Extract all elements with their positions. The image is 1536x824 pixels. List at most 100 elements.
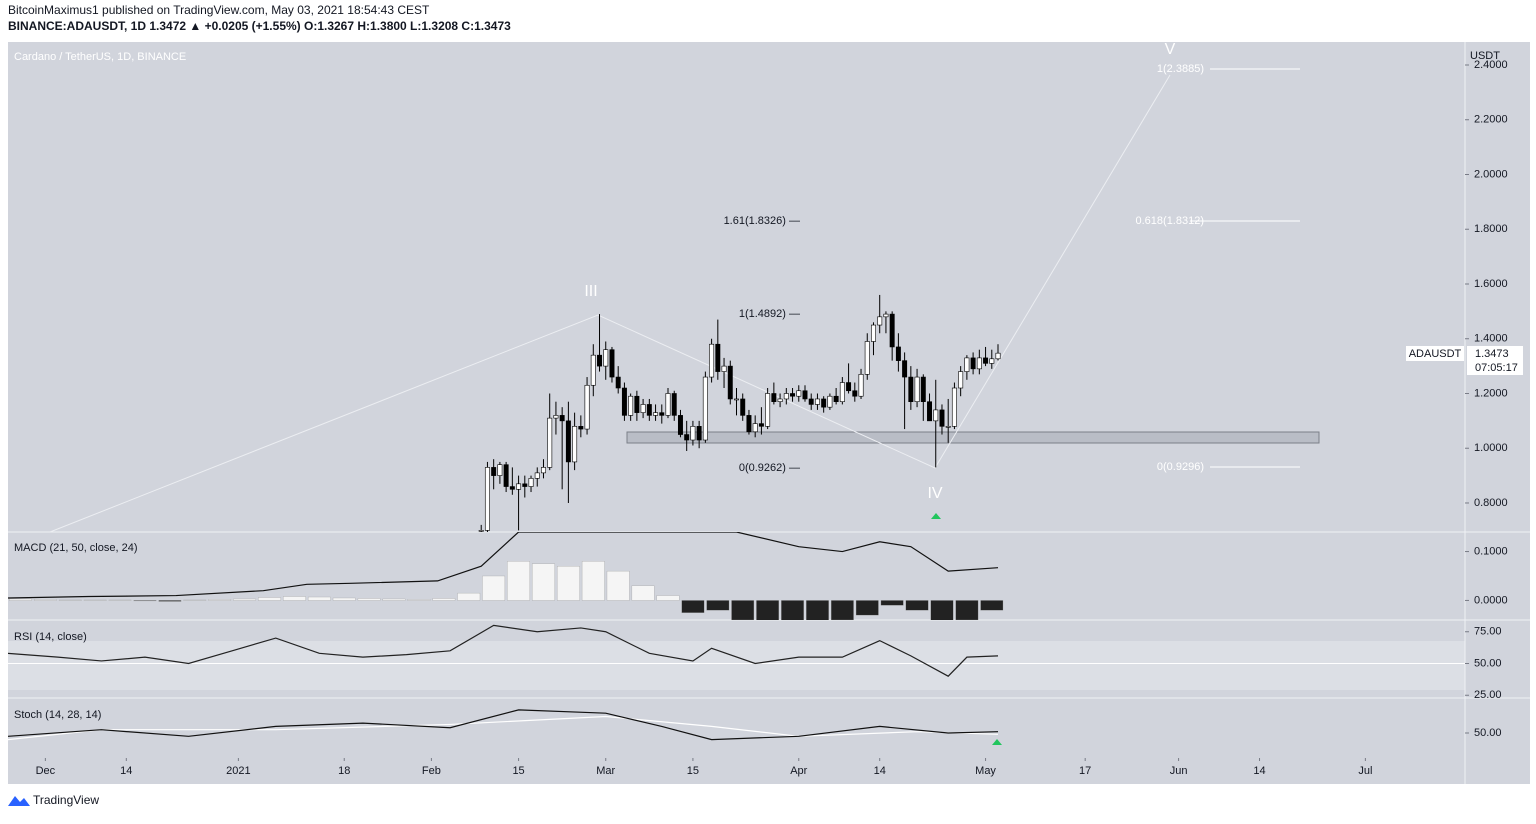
macd-bar <box>781 600 803 622</box>
candle-body <box>902 361 906 377</box>
candle-body <box>790 393 794 396</box>
macd-bar <box>9 599 31 600</box>
macd-bar <box>607 571 629 600</box>
candle-body <box>672 393 676 415</box>
candle-body <box>871 325 875 341</box>
candle-body <box>809 399 813 404</box>
y-tick-label: 50.00 <box>1474 657 1502 669</box>
symbol-line: BINANCE:ADAUSDT, 1D 1.3472 ▲ +0.0205 (+1… <box>8 19 511 33</box>
pane-title: Stoch (14, 28, 14) <box>14 709 101 721</box>
candle-body <box>591 355 595 385</box>
macd-bar <box>333 598 355 600</box>
chart-legend: Cardano / TetherUS, 1D, BINANCE <box>14 51 186 63</box>
candle-body <box>510 487 514 490</box>
symbol-tag-text: ADAUSDT <box>1409 348 1462 360</box>
x-tick-label: May <box>975 765 996 777</box>
candle-body <box>485 467 489 530</box>
candle-body <box>660 413 664 416</box>
y-tick-label: 2.0000 <box>1474 168 1508 180</box>
candle-body <box>479 530 483 531</box>
candle-body <box>815 399 819 404</box>
fib-label: 1.61(1.8326) — <box>724 215 800 227</box>
candle-body <box>722 366 726 371</box>
candle-body <box>572 426 576 462</box>
macd-bar <box>358 598 380 600</box>
candle-body <box>504 465 508 487</box>
candle-body <box>958 372 962 388</box>
macd-bar <box>906 600 928 610</box>
macd-bar <box>208 599 230 600</box>
x-tick-label: Feb <box>422 765 441 777</box>
macd-bar <box>856 600 878 615</box>
y-tick-label: 1.8000 <box>1474 223 1508 235</box>
pane-title: RSI (14, close) <box>14 631 87 643</box>
candle-body <box>491 467 495 475</box>
candle-body <box>821 399 825 407</box>
candle-body <box>622 388 626 415</box>
x-tick-label: Jun <box>1170 765 1188 777</box>
y-tick-label: 25.00 <box>1474 689 1502 701</box>
y-tick-label: 2.4000 <box>1474 59 1508 71</box>
candle-body <box>703 377 707 440</box>
macd-bar <box>632 586 654 601</box>
macd-bar <box>557 566 579 600</box>
candle-body <box>784 393 788 398</box>
macd-bar <box>34 599 56 600</box>
fib-label: 1(2.3885) <box>1157 63 1204 75</box>
countdown: 07:05:17 <box>1475 362 1518 374</box>
fib-label: 0(0.9296) <box>1157 461 1204 473</box>
x-tick-label: 18 <box>338 765 350 777</box>
candle-body <box>747 415 751 431</box>
candle-body <box>971 358 975 369</box>
x-tick-label: 15 <box>687 765 699 777</box>
candle-body <box>915 377 919 402</box>
candle-body <box>516 484 520 489</box>
macd-bar <box>981 600 1003 610</box>
y-tick-label: 75.00 <box>1474 626 1502 638</box>
macd-bar <box>283 597 305 601</box>
y-tick-label: 1.6000 <box>1474 278 1508 290</box>
support-zone <box>627 432 1319 443</box>
macd-bar <box>507 561 529 600</box>
macd-bar <box>756 600 778 622</box>
x-tick-label: 14 <box>120 765 132 777</box>
candle-body <box>653 413 657 416</box>
macd-bar <box>308 597 330 600</box>
y-tick-label: 0.0000 <box>1474 594 1508 606</box>
candle-body <box>934 410 938 421</box>
footer-brand: TradingView <box>33 793 99 807</box>
wave-label: IV <box>927 485 942 502</box>
candle-body <box>635 396 639 412</box>
candle-body <box>884 314 888 317</box>
fib-label: 1(1.4892) — <box>739 308 800 320</box>
x-tick-label: Mar <box>596 765 615 777</box>
candle-body <box>554 415 558 418</box>
y-tick-label: 1.4000 <box>1474 333 1508 345</box>
macd-bar <box>482 576 504 600</box>
logo <box>8 796 30 806</box>
x-tick-label: 14 <box>1253 765 1265 777</box>
macd-bar <box>931 600 953 622</box>
y-tick-label: 1.0000 <box>1474 442 1508 454</box>
y-tick-label: 2.2000 <box>1474 114 1508 126</box>
candle-body <box>560 415 564 420</box>
macd-bar <box>831 600 853 620</box>
candle-body <box>529 478 533 486</box>
y-tick-label: 50.00 <box>1474 727 1502 739</box>
rsi-band <box>8 641 1465 690</box>
candle-body <box>983 358 987 363</box>
candle-body <box>566 421 570 462</box>
macd-bar <box>433 598 455 600</box>
candle-body <box>940 410 944 426</box>
macd-bar <box>657 596 679 601</box>
candle-body <box>952 388 956 426</box>
candle-body <box>753 424 757 432</box>
x-tick-label: 17 <box>1079 765 1091 777</box>
candle-body <box>896 347 900 361</box>
candle-body <box>579 426 583 429</box>
candle-body <box>734 399 738 400</box>
candle-body <box>834 396 838 401</box>
y-tick-label: 0.1000 <box>1474 545 1508 557</box>
candle-body <box>604 350 608 366</box>
candle-body <box>759 424 763 427</box>
